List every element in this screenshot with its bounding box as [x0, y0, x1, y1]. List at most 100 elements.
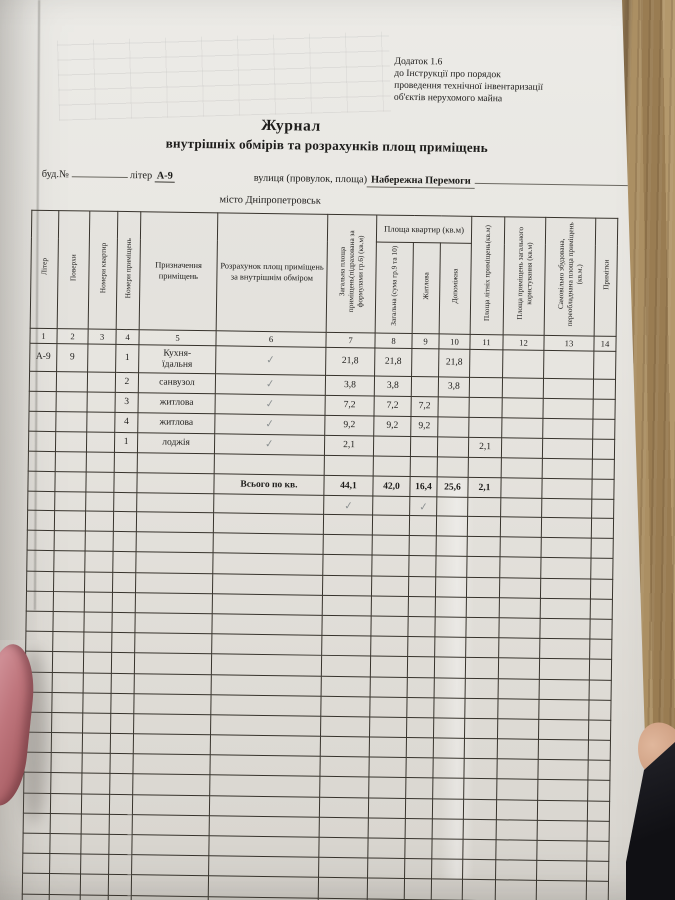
table-cell — [464, 718, 498, 739]
table-cell — [29, 391, 57, 412]
table-cell — [322, 574, 372, 596]
table-cell — [587, 800, 610, 822]
table-cell: 14 — [593, 336, 617, 352]
table-cell — [28, 451, 56, 472]
table-cell — [55, 411, 88, 433]
table-cell — [135, 552, 214, 574]
table-cell — [85, 531, 114, 552]
table-cell — [542, 418, 593, 440]
table-cell: 1 — [29, 328, 58, 344]
table-cell — [27, 471, 56, 492]
table-cell — [114, 452, 138, 473]
col-header-label: Номери приміщень — [123, 237, 134, 299]
table-cell — [133, 733, 211, 756]
col-header-label: Самовільно збудована, переобладнана площ… — [555, 222, 584, 327]
col-header-auxiliary: Допоміжна — [439, 242, 472, 335]
table-cell — [539, 638, 590, 660]
table-cell: 11 — [469, 334, 504, 350]
table-cell — [468, 457, 502, 478]
table-cell: 2 — [56, 328, 89, 345]
table-cell — [495, 839, 538, 861]
table-cell: 16,4 — [409, 476, 438, 497]
table-cell — [26, 550, 55, 572]
table-cell — [538, 699, 590, 720]
table-cell — [49, 853, 81, 875]
street-underline — [474, 170, 650, 187]
table-cell — [56, 371, 88, 393]
table-cell — [586, 861, 609, 882]
table-cell — [370, 636, 408, 657]
table-cell — [467, 516, 501, 537]
table-cell — [137, 452, 215, 474]
table-cell — [27, 491, 55, 511]
table-cell — [538, 739, 589, 761]
table-cell — [371, 575, 409, 597]
col-header-purpose: Призначення приміщень — [139, 211, 218, 331]
table-cell — [462, 859, 496, 881]
table-cell — [437, 416, 469, 438]
table-cell — [589, 659, 612, 680]
table-cell — [209, 775, 320, 797]
city-label: місто — [219, 194, 244, 206]
table-cell — [134, 632, 212, 655]
table-cell — [497, 738, 539, 760]
col-header-living: Житлова — [412, 242, 441, 334]
col-header-label: Площа квартир (кв.м) — [384, 223, 465, 235]
table-cell: 21,8 — [374, 348, 412, 377]
table-cell — [432, 758, 465, 779]
table-cell — [372, 496, 410, 516]
table-cell — [22, 833, 51, 854]
col-header-label: Площа приміщень загального користування … — [514, 227, 534, 320]
table-cell — [111, 652, 135, 674]
table-cell — [586, 841, 610, 862]
table-cell — [368, 817, 406, 839]
table-cell — [322, 595, 372, 616]
table-cell — [372, 515, 410, 536]
table-cell — [82, 712, 111, 734]
table-cell — [26, 590, 54, 612]
table-cell — [132, 814, 210, 836]
table-cell — [431, 859, 463, 880]
table-cell — [136, 511, 214, 533]
table-cell — [495, 859, 537, 881]
table-cell — [81, 813, 110, 835]
table-cell — [51, 732, 83, 754]
table-cell — [431, 879, 463, 900]
table-cell — [405, 757, 434, 779]
table-cell — [406, 697, 435, 718]
table-cell — [318, 857, 368, 879]
col-header-label: Загальна площа приміщень(підрахована за … — [337, 230, 366, 313]
table-cell — [27, 510, 55, 531]
table-cell — [52, 631, 84, 653]
table-cell — [587, 820, 610, 842]
table-cell — [28, 431, 56, 452]
table-cell — [80, 874, 109, 895]
table-cell — [29, 371, 57, 392]
table-cell — [370, 615, 409, 637]
table-cell — [543, 350, 594, 380]
table-cell — [109, 753, 134, 775]
table-cell — [210, 734, 321, 757]
table-cell — [209, 795, 320, 818]
table-cell — [411, 376, 439, 397]
table-cell — [590, 578, 613, 600]
table-cell — [108, 874, 132, 896]
table-cell — [468, 397, 503, 418]
table-cell — [410, 456, 438, 477]
table-cell — [463, 819, 497, 840]
building-number-blank — [71, 165, 128, 179]
table-cell — [368, 757, 407, 778]
table-cell — [132, 753, 211, 776]
table-cell — [53, 550, 86, 572]
table-cell — [54, 530, 86, 552]
table-cell — [541, 517, 592, 539]
table-cell: санвузол — [138, 372, 216, 394]
table-cell — [135, 592, 213, 614]
city-line: місто Дніпропетровськ — [219, 194, 320, 206]
table-cell — [81, 773, 110, 794]
table-cell — [541, 537, 592, 559]
table-cell: Кухня- їдальня — [138, 344, 216, 374]
table-cell — [542, 398, 594, 420]
table-cell — [469, 377, 503, 398]
